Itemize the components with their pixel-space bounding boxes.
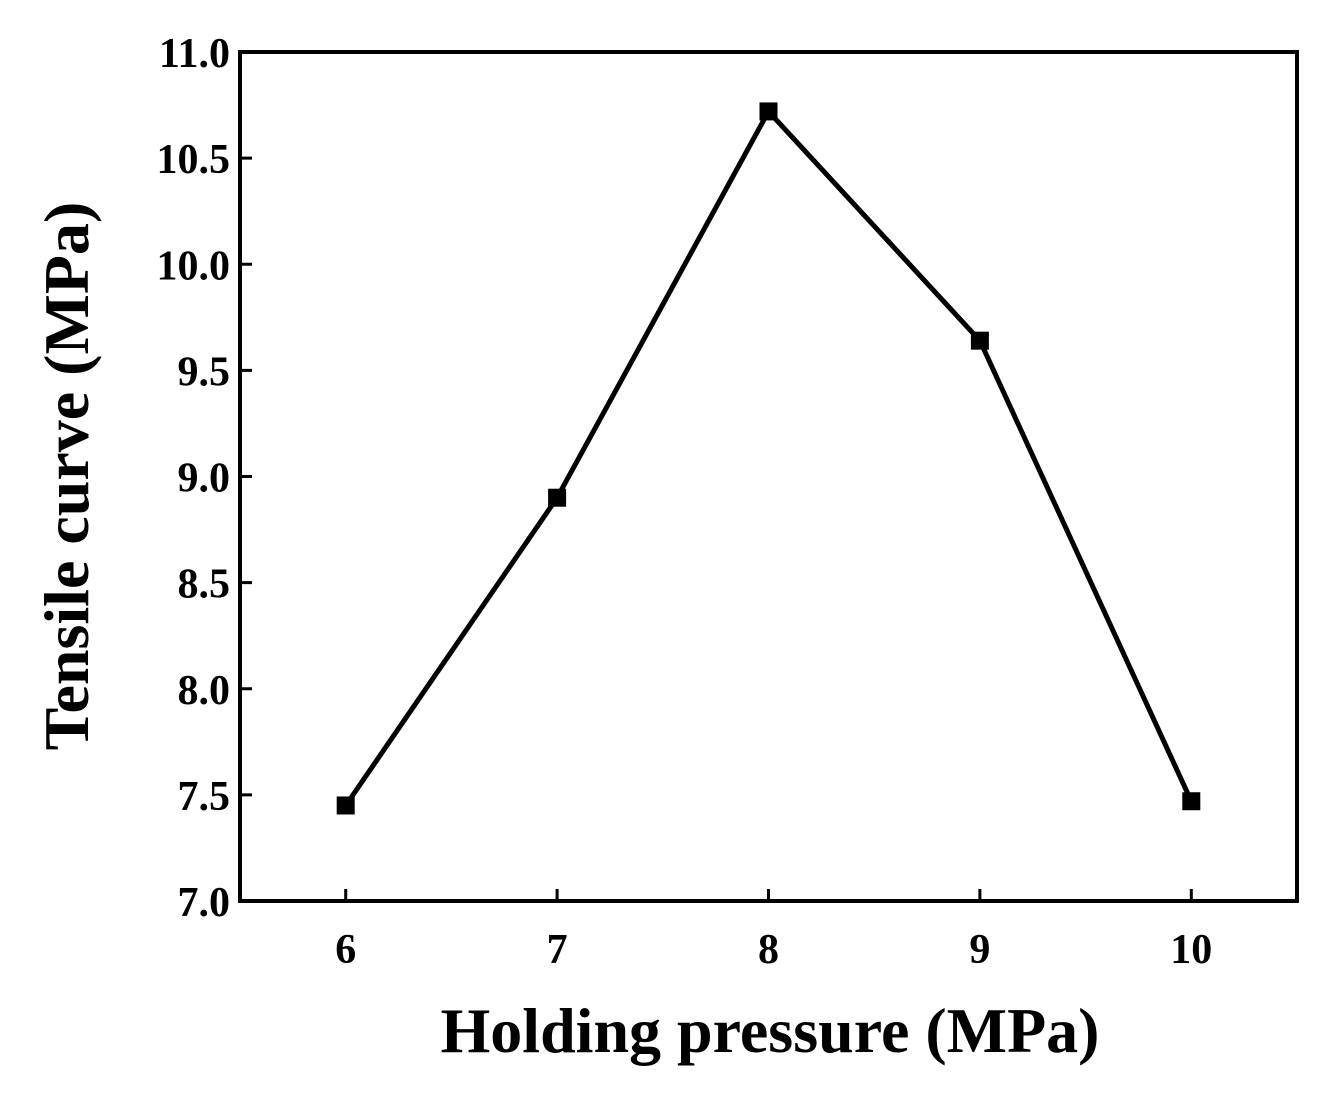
x-tick-label: 6 [335, 927, 356, 973]
y-tick-label: 10.5 [157, 137, 231, 183]
data-point-marker [336, 796, 355, 815]
data-point-marker [548, 488, 567, 507]
x-tick-label: 10 [1170, 927, 1212, 973]
data-point-marker [1182, 792, 1201, 811]
y-tick-label: 11.0 [159, 31, 230, 77]
y-tick-label: 10.0 [157, 243, 231, 289]
y-tick-label: 8.0 [178, 668, 231, 714]
plot-frame [238, 50, 1299, 903]
x-tick-label: 8 [758, 927, 779, 973]
x-tick-label: 7 [547, 927, 568, 973]
y-tick-label: 9.0 [178, 456, 231, 502]
x-tick-label: 9 [969, 927, 990, 973]
y-axis-title: Tensile curve (MPa) [31, 202, 102, 751]
y-tick-label: 7.0 [178, 880, 231, 926]
x-axis-title: Holding pressure (MPa) [441, 995, 1100, 1066]
y-tick-label: 9.5 [178, 349, 231, 395]
y-tick-label: 7.5 [178, 774, 231, 820]
y-tick-label: 8.5 [178, 562, 231, 608]
data-point-marker [970, 331, 989, 350]
data-point-marker [759, 102, 778, 121]
series-line [343, 107, 1194, 807]
